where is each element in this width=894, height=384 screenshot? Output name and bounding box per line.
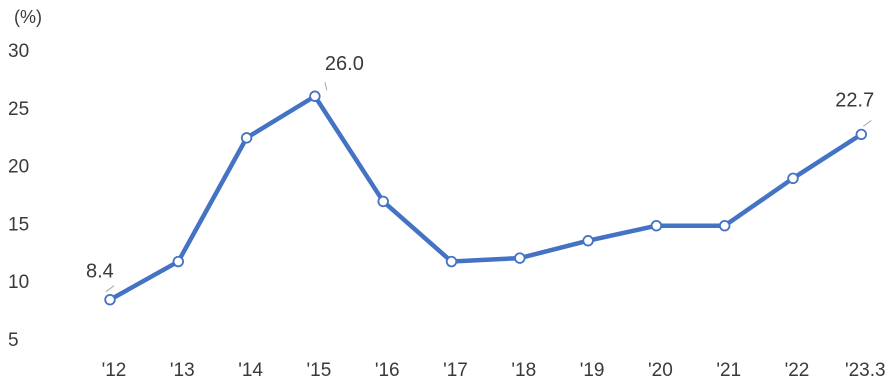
y-tick-label: 10 bbox=[8, 272, 29, 293]
series-line bbox=[107, 93, 864, 302]
x-tick-label: '17 bbox=[443, 360, 468, 381]
x-tick-label: '14 bbox=[238, 360, 263, 381]
data-point bbox=[514, 252, 526, 264]
data-point bbox=[719, 220, 731, 232]
series-group bbox=[104, 90, 868, 306]
data-point bbox=[240, 132, 253, 144]
data-point bbox=[855, 128, 868, 141]
data-label: 22.7 bbox=[835, 89, 874, 111]
data-label: 8.4 bbox=[86, 261, 114, 283]
data-point bbox=[172, 255, 185, 268]
y-unit-label: (%) bbox=[14, 7, 42, 27]
y-tick-label: 5 bbox=[8, 330, 19, 351]
data-label-leader bbox=[324, 82, 328, 91]
data-label: 26.0 bbox=[325, 53, 364, 75]
x-tick-label: '19 bbox=[580, 360, 605, 381]
x-tick-label: '15 bbox=[307, 360, 332, 381]
x-tick-label: '20 bbox=[648, 360, 673, 381]
x-tick-label: '16 bbox=[375, 360, 400, 381]
y-axis-ticks: 5 10 15 20 25 30 bbox=[8, 41, 29, 351]
data-point bbox=[377, 195, 389, 208]
x-tick-label: '22 bbox=[785, 360, 810, 381]
data-point bbox=[650, 220, 663, 232]
y-tick-label: 30 bbox=[8, 41, 29, 62]
data-point bbox=[104, 293, 116, 306]
x-tick-label: '12 bbox=[102, 360, 127, 381]
y-tick-label: 25 bbox=[8, 99, 29, 120]
y-tick-label: 20 bbox=[8, 157, 29, 178]
data-point bbox=[787, 172, 799, 185]
data-labels-group: 8.4 26.0 22.7 bbox=[86, 53, 874, 293]
y-tick-label: 15 bbox=[8, 214, 29, 235]
x-tick-label: '13 bbox=[170, 360, 195, 381]
data-point bbox=[309, 90, 321, 102]
x-tick-label: '18 bbox=[511, 360, 536, 381]
data-point bbox=[445, 255, 458, 268]
x-tick-label: '23.3 bbox=[845, 360, 886, 381]
data-label-leader bbox=[105, 285, 115, 293]
x-tick-label: '21 bbox=[716, 360, 741, 381]
data-point bbox=[582, 235, 594, 247]
data-label-leader bbox=[862, 119, 872, 127]
x-axis-ticks: '12 '13 '14 '15 '16 '17 '18 '19 '20 '21 '22 '23.3 bbox=[102, 360, 886, 381]
